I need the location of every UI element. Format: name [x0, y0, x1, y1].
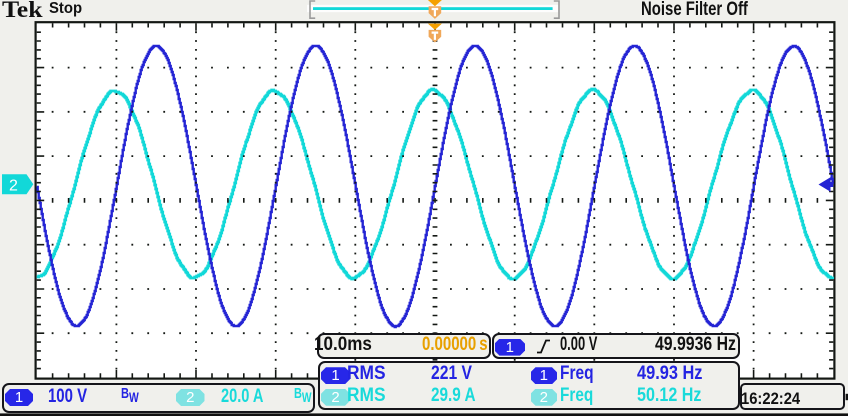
svg-text:2: 2 — [9, 178, 18, 195]
